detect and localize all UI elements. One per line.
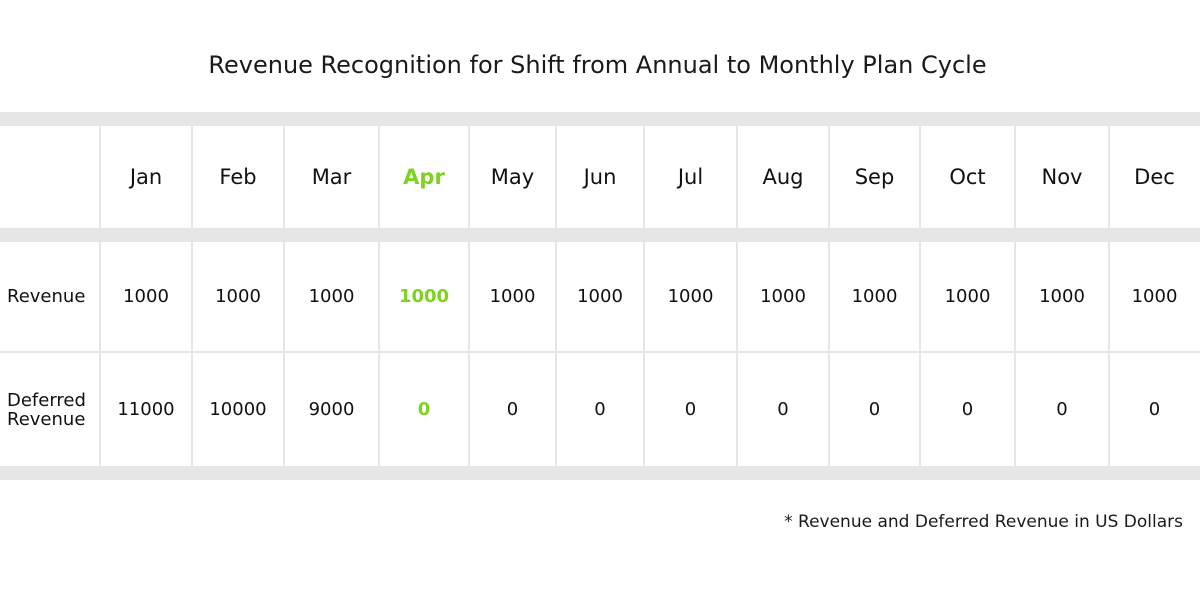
cell-value: 1000 — [1131, 286, 1178, 307]
table-header-band — [0, 228, 1200, 242]
column-divider — [191, 126, 193, 466]
cell-value: 11000 — [117, 399, 175, 420]
header-nov: Nov — [1041, 165, 1083, 189]
header-feb: Feb — [219, 165, 257, 189]
row-label: Revenue — [7, 286, 86, 307]
cell-value: 1000 — [760, 286, 806, 307]
cell-value: 0 — [684, 399, 697, 420]
row-label: Deferred Revenue — [0, 353, 100, 466]
cell-value: 0 — [594, 399, 606, 420]
header-aug: Aug — [762, 165, 804, 189]
footnote: * Revenue and Deferred Revenue in US Dol… — [784, 512, 1183, 532]
cell-value: 1000 — [398, 286, 450, 307]
column-divider — [1014, 126, 1016, 466]
cell-value: 1000 — [1039, 286, 1085, 307]
header-may: May — [490, 165, 535, 189]
column-divider — [283, 126, 285, 466]
header-mar: Mar — [311, 165, 352, 189]
column-divider — [378, 126, 380, 466]
column-divider — [468, 126, 470, 466]
row-label-line: Deferred — [7, 389, 86, 411]
cell-value: 1000 — [577, 286, 623, 307]
column-divider — [555, 126, 557, 466]
cell-value: 0 — [1056, 399, 1068, 420]
cell-value: 10000 — [209, 399, 267, 420]
header-jan: Jan — [129, 165, 163, 189]
header-oct: Oct — [949, 165, 986, 189]
header-jun: Jun — [583, 165, 617, 189]
header-jul: Jul — [677, 165, 704, 189]
cell-value: 1000 — [944, 286, 991, 307]
cell-value: 0 — [1148, 399, 1161, 420]
cell-value: 0 — [868, 399, 881, 420]
header-dec: Dec — [1134, 165, 1175, 189]
cell-value: 0 — [417, 399, 431, 420]
column-divider — [736, 126, 738, 466]
header-apr: Apr — [403, 165, 445, 189]
column-divider — [99, 126, 101, 466]
column-divider — [919, 126, 921, 466]
cell-value: 1000 — [215, 286, 261, 307]
column-divider — [643, 126, 645, 466]
cell-value: 0 — [777, 399, 789, 420]
header-sep: Sep — [854, 165, 895, 189]
cell-value: 1000 — [489, 286, 536, 307]
row-divider — [0, 351, 1200, 353]
row-label-line: Revenue — [7, 408, 86, 430]
column-divider — [828, 126, 830, 466]
column-divider — [1108, 126, 1110, 466]
cell-value: 9000 — [308, 399, 355, 420]
cell-value: 1000 — [308, 286, 355, 307]
chart-title: Revenue Recognition for Shift from Annua… — [208, 51, 987, 79]
cell-value: 0 — [506, 399, 519, 420]
cell-value: 1000 — [851, 286, 898, 307]
cell-value: 1000 — [667, 286, 714, 307]
cell-value: 1000 — [123, 286, 169, 307]
table-top-band — [0, 112, 1200, 126]
cell-value: 0 — [961, 399, 974, 420]
table-bottom-band — [0, 466, 1200, 480]
